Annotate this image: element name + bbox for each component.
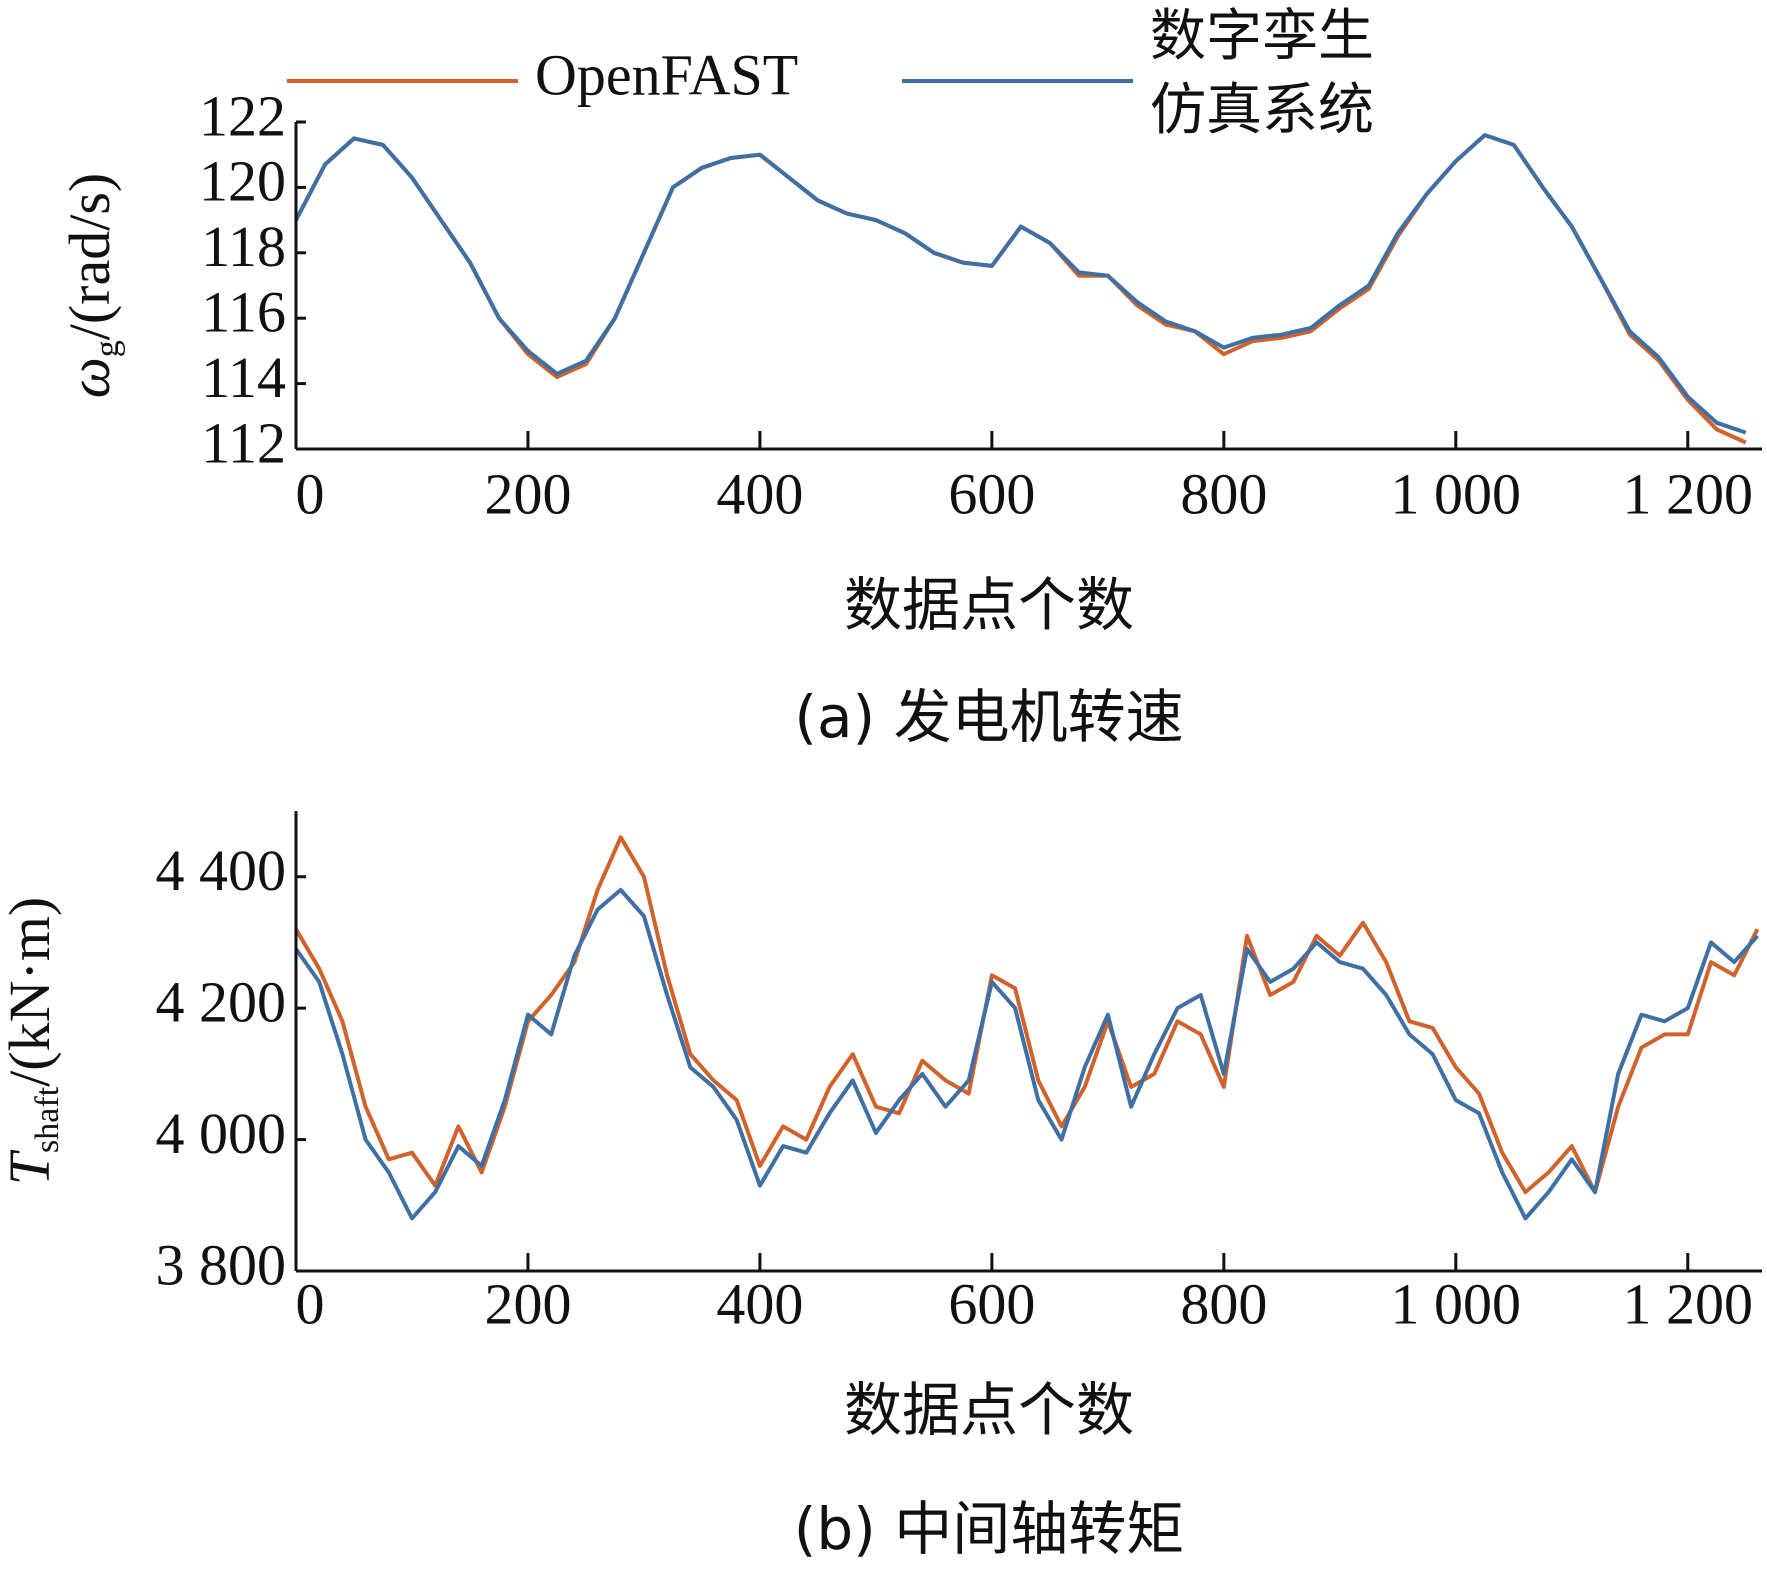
x-tick-label: 800: [1180, 461, 1267, 526]
x-tick-label: 200: [484, 1271, 571, 1336]
y-tick-label: 112: [201, 410, 286, 475]
y-tick-label: 122: [199, 83, 286, 148]
data-line: [294, 835, 1760, 1195]
y-label-unit: /(kN·m): [0, 897, 62, 1087]
caption: (a) 发电机转速: [794, 683, 1183, 751]
y-tick-label: 4 000: [156, 1101, 287, 1166]
y-label-symbol: ω: [57, 357, 122, 398]
legend-label: 数字孪生仿真系统: [1150, 0, 1400, 148]
x-tick-label: 600: [948, 1271, 1035, 1336]
y-tick-label: 4 200: [156, 969, 287, 1034]
x-tick-label: 800: [1180, 1271, 1267, 1336]
y-label-symbol: T: [0, 1149, 62, 1185]
x-axis-label: 数据点个数: [844, 571, 1134, 639]
data-line: [294, 133, 1747, 435]
y-tick-label: 3 800: [156, 1232, 287, 1297]
y-tick-label: 4 400: [156, 838, 287, 903]
x-tick-label: 400: [716, 461, 803, 526]
y-label-subscript: shaft: [29, 1086, 66, 1153]
x-tick-label: 1 000: [1391, 461, 1522, 526]
data-line: [294, 133, 1747, 445]
y-axis-label: ωg/(rad/s): [57, 173, 125, 398]
x-tick-label: 1 000: [1391, 1271, 1522, 1336]
y-tick-label: 120: [199, 149, 286, 214]
legend-label: OpenFAST: [535, 42, 798, 107]
caption: (b) 中间轴转矩: [794, 1495, 1185, 1563]
x-tick-label: 400: [716, 1271, 803, 1336]
data-line: [294, 887, 1759, 1221]
x-axis-label: 数据点个数: [844, 1376, 1134, 1444]
x-tick-label: 200: [484, 461, 571, 526]
y-label-unit: /(rad/s): [57, 173, 122, 341]
y-axis-label: Tshaft/(kN·m): [0, 897, 66, 1185]
x-tick-label: 0: [296, 1271, 325, 1336]
y-tick-label: 116: [201, 280, 286, 345]
x-tick-label: 0: [296, 461, 325, 526]
x-tick-label: 1 200: [1623, 1271, 1754, 1336]
y-label-subscript: g: [89, 340, 126, 357]
y-tick-label: 118: [201, 214, 286, 279]
x-tick-label: 600: [948, 461, 1035, 526]
x-tick-label: 1 200: [1623, 461, 1754, 526]
y-tick-label: 114: [201, 345, 286, 410]
